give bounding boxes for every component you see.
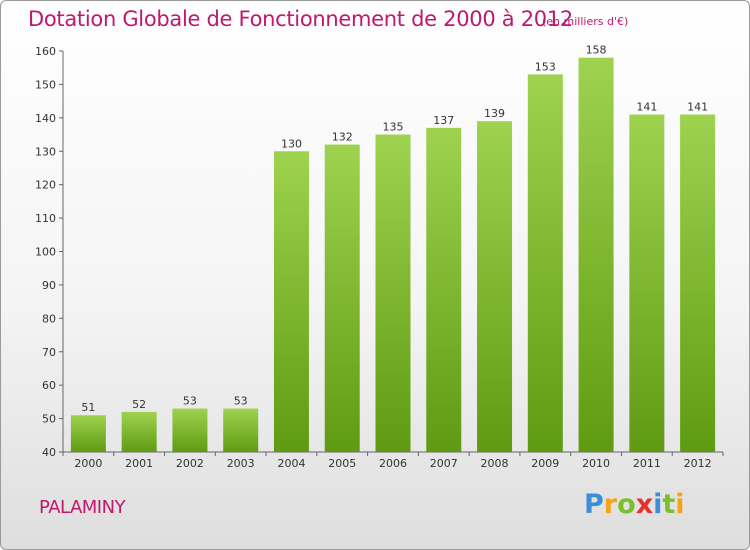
data-label: 52 [132, 398, 146, 411]
commune-name: PALAMINY [39, 497, 126, 518]
chart-axes: 40 50 60 70 80 90 100 110 120 130 140 150 160 [35, 45, 724, 459]
y-tick-label: 40 [42, 446, 56, 459]
bar [629, 114, 665, 452]
bar [680, 114, 716, 452]
y-tick-label: 110 [35, 212, 56, 225]
bar [426, 127, 462, 452]
bar [273, 151, 309, 452]
y-tick-label: 150 [35, 78, 56, 91]
proxiti-logo: Proxiti [584, 489, 685, 520]
data-label: 132 [332, 131, 353, 144]
y-tick-label: 120 [35, 179, 56, 192]
data-label: 51 [81, 401, 95, 414]
y-tick-label: 130 [35, 145, 56, 158]
unit-note: (en milliers d'€) [542, 15, 629, 28]
chart-labels: 2000 51 2001 52 2002 53 2003 53 2004 130 2005 132 20… [74, 44, 711, 470]
bar [324, 144, 360, 453]
y-tick-label: 90 [42, 279, 56, 292]
data-label: 139 [484, 107, 505, 120]
y-tick-label: 160 [35, 45, 56, 58]
chart-title: Dotation Globale de Fonctionnement de 20… [28, 7, 573, 31]
chart-bars [70, 57, 716, 453]
y-tick-label: 50 [42, 413, 56, 426]
data-label: 135 [383, 121, 404, 134]
y-tick-label: 80 [42, 312, 56, 325]
data-label: 53 [234, 395, 248, 408]
x-tick-label: 2010 [582, 457, 610, 470]
x-tick-label: 2005 [328, 457, 356, 470]
y-tick-label: 60 [42, 379, 56, 392]
data-label: 141 [636, 100, 657, 113]
y-tick-label: 100 [35, 246, 56, 259]
bar [172, 408, 208, 452]
x-tick-label: 2008 [481, 457, 509, 470]
data-label: 158 [586, 44, 607, 57]
x-tick-label: 2006 [379, 457, 407, 470]
x-tick-label: 2009 [531, 457, 559, 470]
bar [578, 57, 614, 452]
x-tick-label: 2003 [227, 457, 255, 470]
bar [527, 74, 563, 453]
bar [223, 408, 259, 452]
data-label: 137 [433, 114, 454, 127]
x-tick-label: 2004 [277, 457, 305, 470]
data-label: 130 [281, 137, 302, 150]
x-tick-label: 2011 [633, 457, 661, 470]
y-tick-label: 140 [35, 112, 56, 125]
bar [121, 411, 157, 452]
y-tick-label: 70 [42, 346, 56, 359]
data-label: 53 [183, 395, 197, 408]
x-tick-label: 2012 [684, 457, 712, 470]
x-tick-label: 2001 [125, 457, 153, 470]
x-tick-label: 2002 [176, 457, 204, 470]
bar [375, 134, 411, 452]
bar [70, 415, 106, 452]
bar [477, 121, 513, 453]
x-tick-label: 2000 [74, 457, 102, 470]
data-label: 141 [687, 100, 708, 113]
x-tick-label: 2007 [430, 457, 458, 470]
data-label: 153 [535, 60, 556, 73]
